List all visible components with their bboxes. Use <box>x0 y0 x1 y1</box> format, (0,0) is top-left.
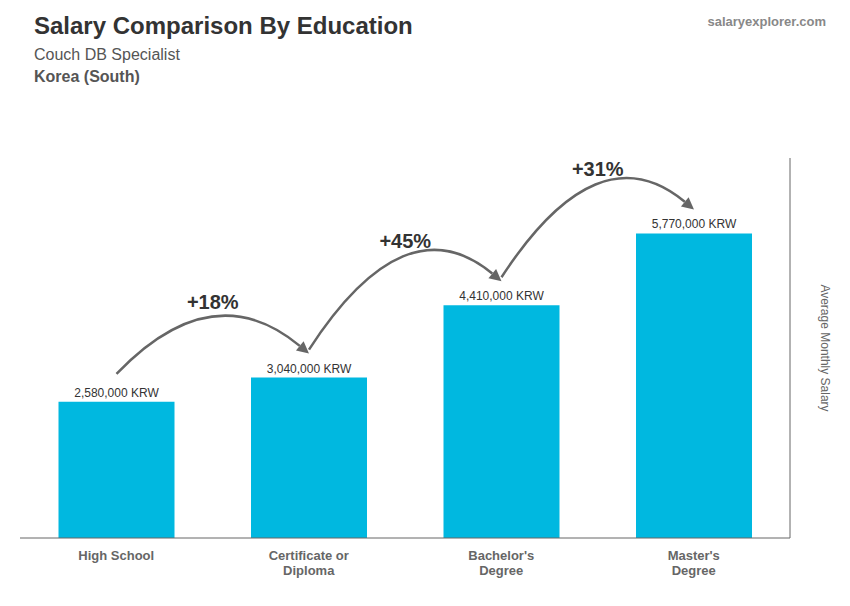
svg-text:High School: High School <box>78 548 154 563</box>
html-text:Couch DB Specialist: Couch DB Specialist <box>34 46 180 63</box>
svg-text:Average Monthly Salary: Average Monthly Salary <box>818 284 832 411</box>
html-text:salaryexplorer.com: salaryexplorer.com <box>707 14 826 29</box>
svg-text:+45%: +45% <box>379 230 431 252</box>
svg-text:Certificate orDiploma: Certificate orDiploma <box>269 548 349 578</box>
svg-text:Master'sDegree: Master'sDegree <box>668 548 720 578</box>
svg-text:+18%: +18% <box>187 291 239 313</box>
svg-text:4,410,000 KRW: 4,410,000 KRW <box>459 289 544 303</box>
html-text:Salary Comparison By Education: Salary Comparison By Education <box>34 12 413 39</box>
svg-text:+31%: +31% <box>572 158 624 180</box>
svg-text:3,040,000 KRW: 3,040,000 KRW <box>267 362 352 376</box>
svg-text:5,770,000 KRW: 5,770,000 KRW <box>652 217 737 231</box>
svg-text:2,580,000 KRW: 2,580,000 KRW <box>74 386 159 400</box>
html-text:Korea (South): Korea (South) <box>34 68 140 85</box>
svg-text:Bachelor'sDegree: Bachelor'sDegree <box>468 548 534 578</box>
